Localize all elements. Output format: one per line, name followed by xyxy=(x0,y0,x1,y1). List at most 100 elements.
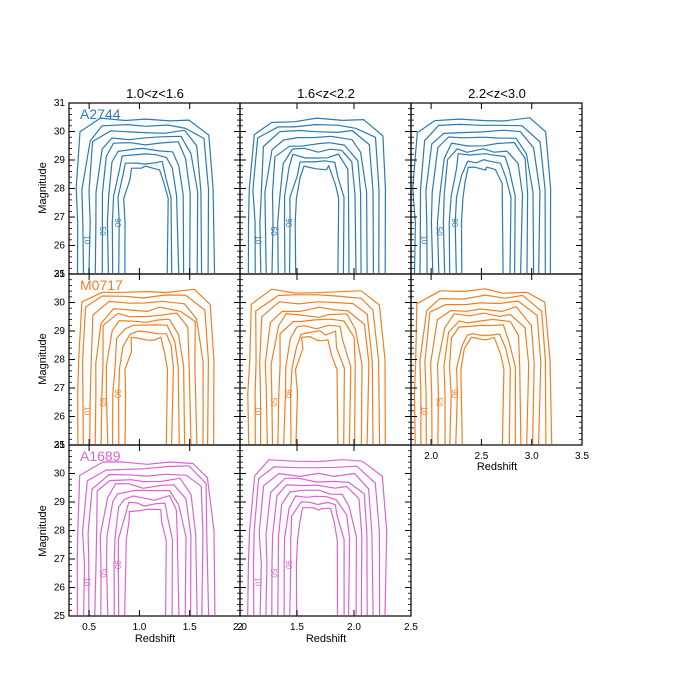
x-tick-label: 2 xyxy=(237,622,243,633)
contour-level-label: 90 xyxy=(284,218,293,227)
column-title-1: 1.0<z<1.6 xyxy=(126,86,184,101)
contour-level-label: 90 xyxy=(113,218,122,227)
panel-r1-c2: 10 50 90 xyxy=(239,102,412,275)
panel-r3-c2: 10 50 90 2.0 1.5 2.0 2.5 xyxy=(233,444,418,633)
contour-line xyxy=(271,484,363,616)
contour-level-label: 50 xyxy=(98,569,107,578)
contour-line xyxy=(94,477,198,616)
contour-level-label: 50 xyxy=(435,398,444,407)
contour-line xyxy=(111,153,180,274)
contour-level-label: 50 xyxy=(269,398,278,407)
contour-level-label: 90 xyxy=(450,218,459,227)
contour-line xyxy=(436,312,530,445)
contour-level-label: 90 xyxy=(284,560,293,569)
contour-line xyxy=(117,501,173,616)
contour-line xyxy=(94,306,198,445)
y-tick-label: 28 xyxy=(54,355,66,366)
contour-line xyxy=(436,141,529,274)
x-tick-label: 2.0 xyxy=(424,451,438,462)
y-tick-label: 26 xyxy=(54,412,66,423)
x-axis-label-col1: Redshift xyxy=(135,633,175,645)
contour-level-label: 10 xyxy=(253,406,262,415)
contour-line xyxy=(277,489,357,616)
y-tick-label: 30 xyxy=(54,127,66,138)
contour-line xyxy=(247,117,386,274)
contour-line xyxy=(413,288,553,445)
cluster-label: A2744 xyxy=(80,106,121,122)
contour-line xyxy=(283,495,351,616)
x-tick-label: 1.5 xyxy=(290,622,304,633)
contour-line xyxy=(425,129,541,274)
contour-level-label: 90 xyxy=(113,389,122,398)
contour-line xyxy=(258,472,374,616)
contour-line xyxy=(455,333,511,445)
contour-line xyxy=(89,300,204,445)
contour-line xyxy=(294,165,340,274)
contour-level-label: 50 xyxy=(98,227,107,236)
panel-r2-c2: 10 50 90 xyxy=(239,273,412,446)
contour-line xyxy=(254,294,381,445)
panel-r2-c3: 10 50 90 2.0 2.5 3.0 3.5 xyxy=(410,273,589,462)
contour-line xyxy=(247,288,386,445)
column-title-2: 1.6<z<2.2 xyxy=(297,86,355,101)
contour-level-label: 10 xyxy=(253,235,262,244)
contour-line xyxy=(283,324,352,445)
panel-r3-c1: 10 50 90 A1689 25 26 27 28 29 30 31 0.5 1.0 1.5 2 xyxy=(54,440,243,633)
contour-line xyxy=(412,117,552,274)
contour-level-label: 50 xyxy=(269,227,278,236)
contour-level-label: 10 xyxy=(82,406,91,415)
column-titles: 1.0<z<1.6 1.6<z<2.2 2.2<z<3.0 xyxy=(126,86,526,101)
contour-line xyxy=(77,288,215,445)
y-tick-label: 31 xyxy=(54,98,66,109)
contour-level-label: 10 xyxy=(253,577,262,586)
contour-line xyxy=(265,477,368,616)
contour-line xyxy=(290,330,345,445)
contour-level-label: 10 xyxy=(82,577,91,586)
y-tick-label: 25 xyxy=(54,269,66,280)
contour-line xyxy=(99,483,192,616)
contour-level-label: 50 xyxy=(98,398,107,407)
contour-line xyxy=(123,165,169,274)
contour-line xyxy=(81,124,210,274)
panel-frame xyxy=(410,102,583,275)
contour-line xyxy=(105,318,186,445)
contour-level-label: 90 xyxy=(113,560,122,569)
contour-line xyxy=(113,495,180,616)
contour-line xyxy=(112,324,180,445)
x-axis-label-col3: Redshift xyxy=(477,461,517,473)
contour-line xyxy=(88,129,203,274)
contour-line xyxy=(100,312,192,445)
contour-line xyxy=(294,336,339,445)
contour-line xyxy=(82,294,209,445)
x-tick-label: 2.5 xyxy=(474,451,488,462)
y-tick-label: 27 xyxy=(54,212,66,223)
contour-line xyxy=(105,489,187,616)
contour-level-label: 50 xyxy=(269,569,278,578)
contour-line xyxy=(259,301,374,445)
y-tick-label: 30 xyxy=(54,298,66,309)
x-axis-labels: Redshift Redshift Redshift xyxy=(135,461,517,645)
panel-r1-c3: 10 50 90 xyxy=(410,102,583,275)
contour-line xyxy=(76,461,216,616)
contour-line xyxy=(82,465,210,616)
contour-line xyxy=(442,148,524,274)
contour-line xyxy=(289,160,345,274)
contour-line xyxy=(259,129,374,274)
y-tick-label: 27 xyxy=(54,554,66,565)
contour-line xyxy=(460,336,505,445)
y-tick-label: 29 xyxy=(54,497,66,508)
y-axis-label-row2: Magnitude xyxy=(37,333,49,384)
y-axis-labels: Magnitude Magnitude Magnitude xyxy=(37,162,49,556)
y-tick-label: 25 xyxy=(54,440,66,451)
contour-line xyxy=(430,136,535,274)
contour-line xyxy=(277,318,356,445)
y-tick-label: 29 xyxy=(54,326,66,337)
contour-line xyxy=(460,166,504,274)
contour-line xyxy=(277,147,357,274)
contour-line xyxy=(419,294,547,445)
contour-level-label: 90 xyxy=(450,389,459,398)
contour-line xyxy=(283,153,350,274)
contour-line xyxy=(117,160,173,274)
y-tick-label: 26 xyxy=(54,583,66,594)
y-tick-label: 28 xyxy=(54,526,66,537)
